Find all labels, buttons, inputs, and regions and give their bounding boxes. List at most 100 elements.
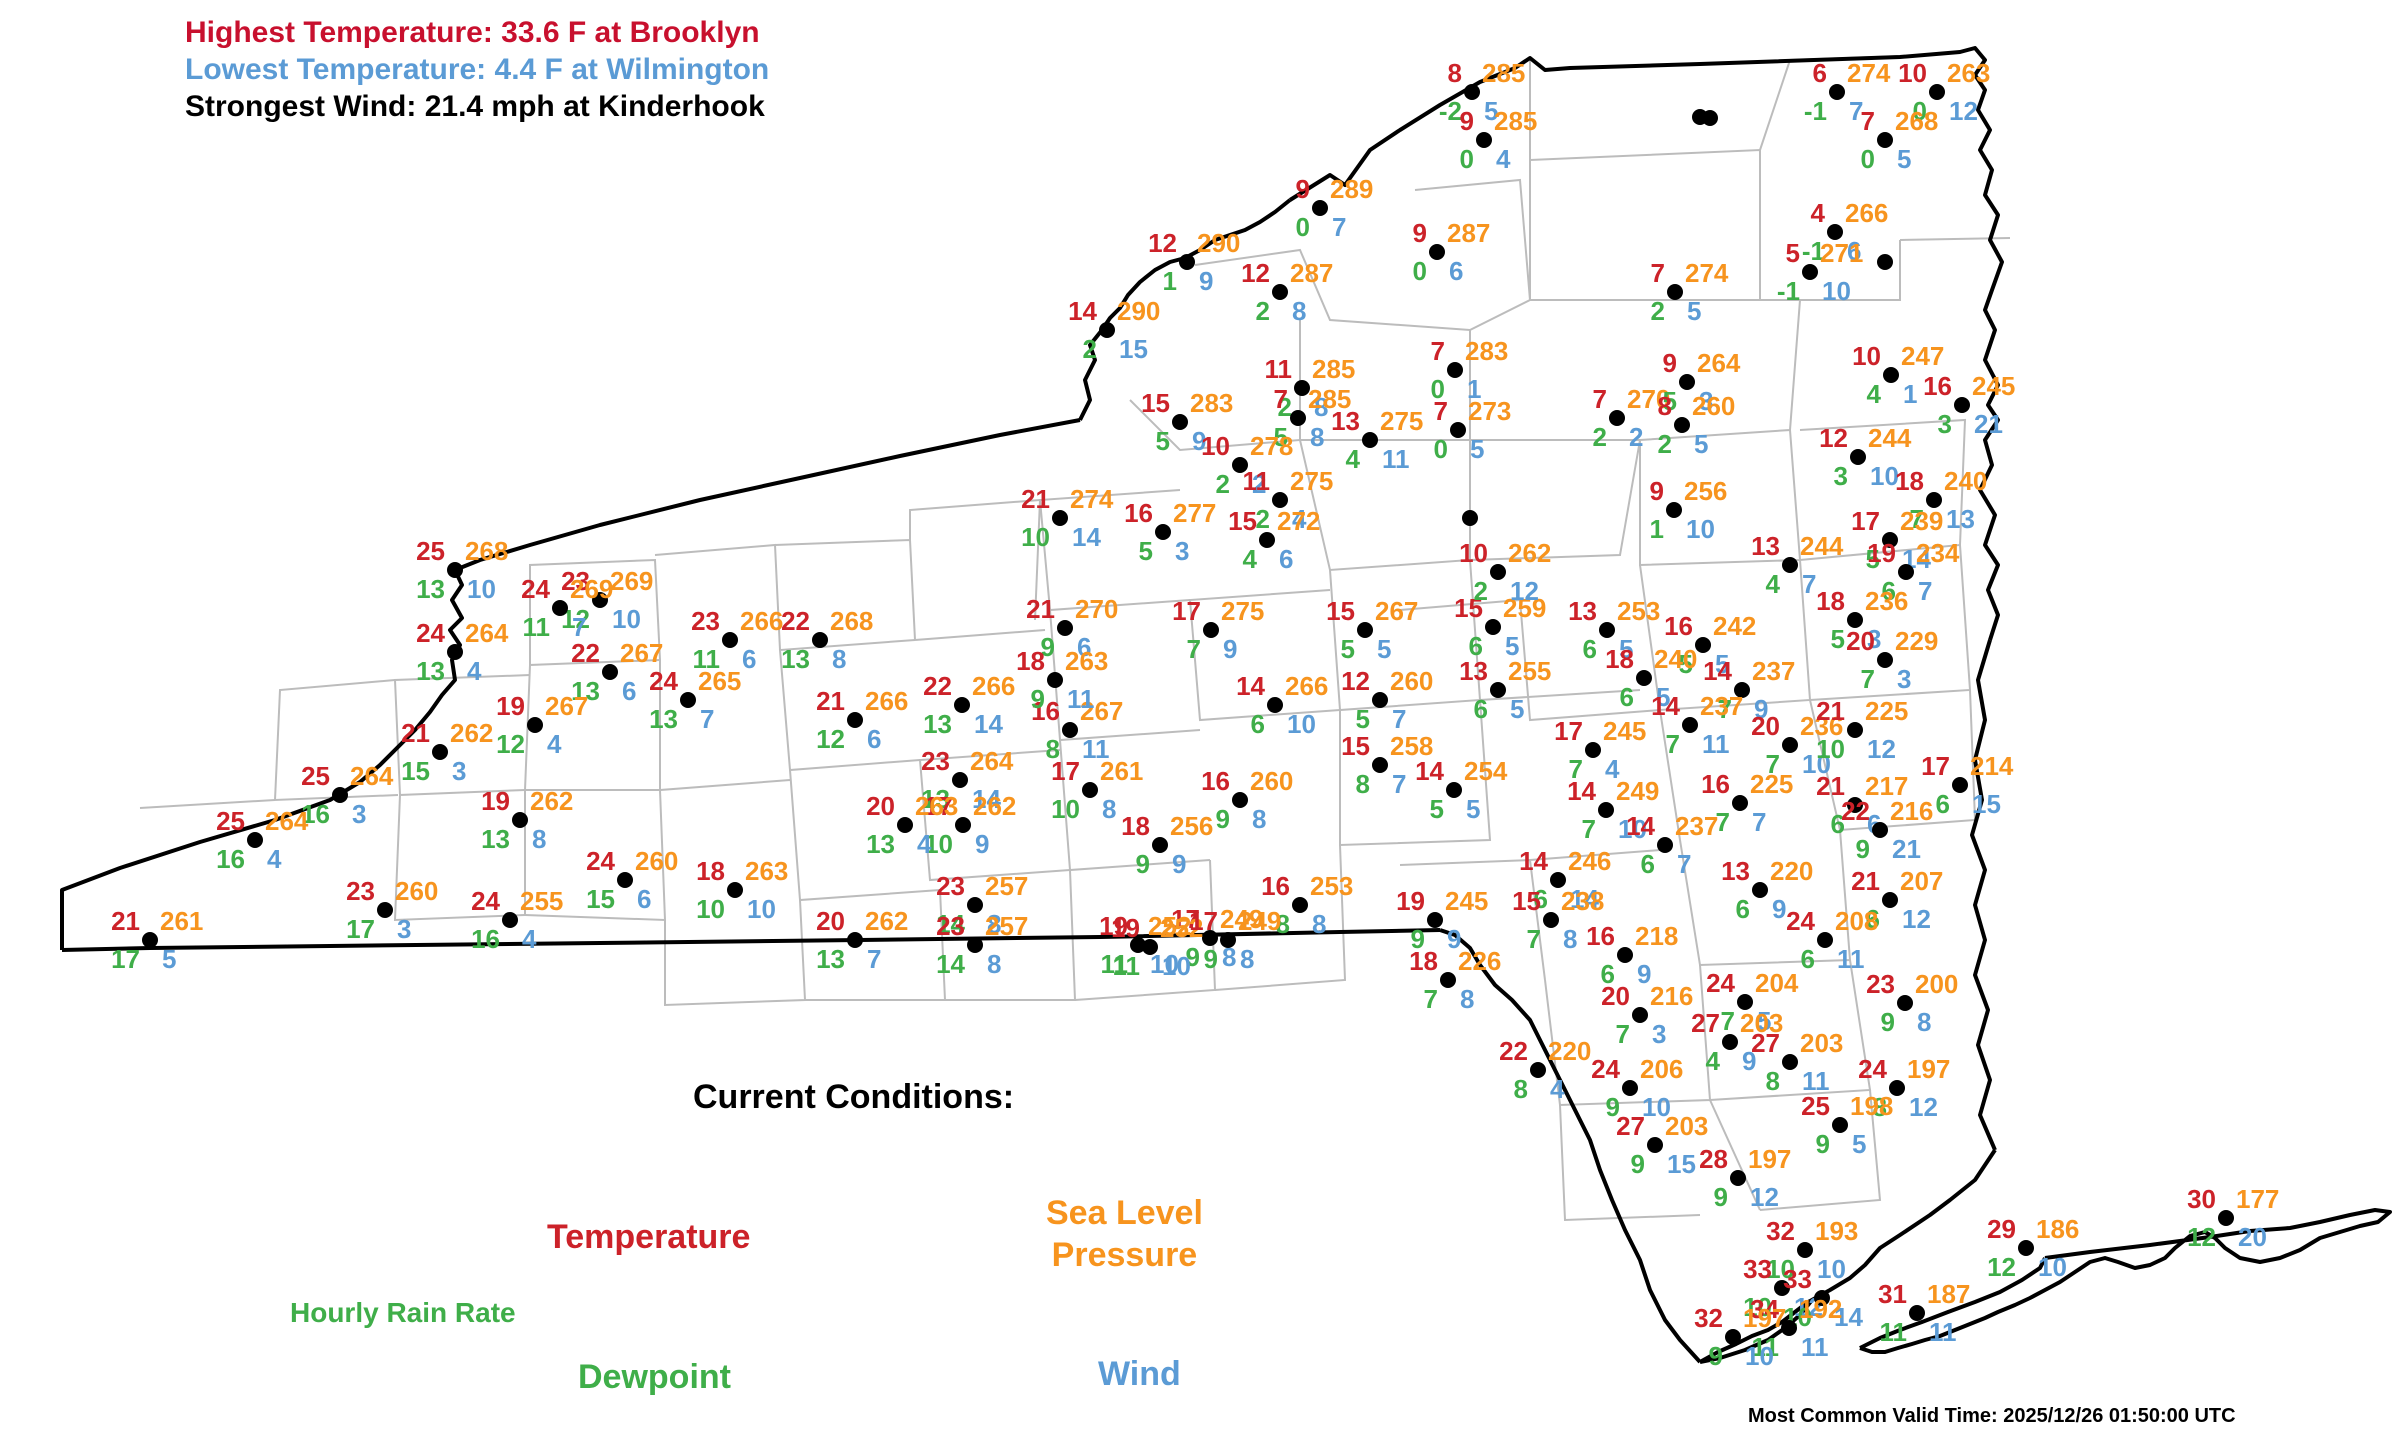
station-dewpoint: -1 [1803, 96, 1827, 126]
station-wind: 6 [637, 884, 652, 914]
station-dewpoint: 7 [1526, 924, 1541, 954]
station-dot-icon [1909, 1305, 1925, 1321]
station-dot-icon [1585, 742, 1601, 758]
station-pressure: 216 [1650, 981, 1694, 1011]
station-pressure: 262 [973, 791, 1017, 821]
station-dot-icon [1850, 449, 1866, 465]
station-wind: 7 [1332, 212, 1347, 242]
legend-rain-rate-label: Hourly Rain Rate [290, 1297, 516, 1328]
station-pressure: 225 [1865, 696, 1909, 726]
station-dewpoint: 11 [1100, 949, 1129, 979]
station-pressure: 220 [1548, 1036, 1592, 1066]
station-wind: 10 [1802, 749, 1831, 779]
station-pressure: 256 [1170, 811, 1214, 841]
station-dewpoint: 12 [1987, 1252, 2016, 1282]
station-temperature: 12 [1241, 258, 1270, 288]
station-temperature: 13 [1751, 531, 1780, 561]
station-wind: 20 [2238, 1222, 2267, 1252]
station-dewpoint: 11 [522, 612, 551, 642]
station-dewpoint: 13 [571, 676, 600, 706]
station-temperature: 14 [1068, 296, 1097, 326]
station-wind: 5 [1897, 144, 1912, 174]
station-dewpoint: 9 [1855, 834, 1870, 864]
station-temperature: 18 [696, 856, 725, 886]
station-pressure: 220 [1770, 856, 1814, 886]
station-temperature: 14 [1519, 846, 1548, 876]
station-dot-icon [1774, 1280, 1790, 1296]
valid-time-footer: Most Common Valid Time: 2025/12/26 01:50… [1748, 1405, 2236, 1427]
station-pressure: 266 [1285, 671, 1329, 701]
station-dot-icon [1203, 622, 1219, 638]
station-pressure: 278 [1250, 431, 1294, 461]
station-dewpoint: 17 [111, 944, 140, 974]
station-temperature: 10 [1201, 431, 1230, 461]
station-dewpoint: 2 [1473, 576, 1488, 606]
station-temperature: 19 [1111, 913, 1140, 943]
station-dewpoint: 8 [1513, 1074, 1528, 1104]
station-wind: 9 [1447, 924, 1462, 954]
station-pressure: 270 [1627, 384, 1671, 414]
station-dewpoint: 14 [936, 909, 965, 939]
station-temperature: 15 [1341, 731, 1370, 761]
station-wind: 14 [1570, 884, 1599, 914]
station-temperature: 24 [1786, 906, 1815, 936]
station-dot-icon [2218, 1210, 2234, 1226]
station-wind: 9 [1742, 1046, 1757, 1076]
station-dewpoint: 0 [1459, 144, 1474, 174]
station-dewpoint: 3 [1833, 461, 1848, 491]
station-dewpoint: 9 [1203, 944, 1218, 974]
station-wind: 8 [1102, 794, 1117, 824]
station-dewpoint: 7 [1568, 754, 1583, 784]
station-wind: 11 [1082, 734, 1110, 764]
station-pressure: 244 [1800, 531, 1844, 561]
station-dot-icon [247, 832, 263, 848]
station-dewpoint: 4 [1705, 1046, 1720, 1076]
station-dewpoint: 2 [1082, 334, 1097, 364]
station-dewpoint: 7 [1720, 1006, 1735, 1036]
station-temperature: 21 [111, 906, 140, 936]
station-dot-icon [142, 932, 158, 948]
station-pressure: 273 [1468, 396, 1512, 426]
station-temperature: 17 [1189, 906, 1218, 936]
station-dot-icon [1817, 932, 1833, 948]
station-temperature: 20 [866, 791, 895, 821]
station-wind: 9 [975, 829, 990, 859]
station-temperature: 23 [936, 871, 965, 901]
station-temperature: 17 [1051, 756, 1080, 786]
station-wind: 7 [1677, 849, 1692, 879]
station-temperature: 21 [816, 686, 845, 716]
station-dot-icon [1889, 1080, 1905, 1096]
station-wind: 12 [1867, 734, 1896, 764]
station-dot-icon [1062, 722, 1078, 738]
station-wind: 5 [162, 944, 177, 974]
station-pressure: 253 [1617, 596, 1661, 626]
station-dewpoint: 5 [1830, 624, 1845, 654]
station-wind: 5 [1687, 296, 1702, 326]
station-dewpoint: 13 [866, 829, 895, 859]
station-wind: 4 [267, 844, 282, 874]
station-dewpoint: 13 [649, 704, 678, 734]
station-dewpoint: 6 [1865, 904, 1880, 934]
station-pressure: 263 [915, 791, 959, 821]
station-dot-icon [1829, 84, 1845, 100]
station-wind: 15 [1119, 334, 1148, 364]
station-wind: 11 [1801, 1332, 1829, 1362]
station-dot-icon [1832, 1117, 1848, 1133]
station-dewpoint: 9 [1880, 1007, 1895, 1037]
station-pressure: 226 [1458, 946, 1502, 976]
station-dot-icon [1362, 432, 1378, 448]
station-wind: 21 [1892, 834, 1921, 864]
station-dewpoint: 7 [1186, 634, 1201, 664]
station-dot-icon [1440, 972, 1456, 988]
station-dewpoint: 8 [1765, 1066, 1780, 1096]
station-dot-icon [1877, 132, 1893, 148]
station-pressure: 260 [395, 876, 439, 906]
station-temperature: 16 [1124, 498, 1153, 528]
station-wind: 10 [1150, 949, 1179, 979]
station-wind: 13 [1946, 504, 1975, 534]
station-pressure: 270 [1075, 594, 1119, 624]
station-temperature: 31 [1878, 1279, 1907, 1309]
station-dot-icon [1462, 510, 1478, 526]
station-temperature: 9 [1459, 106, 1474, 136]
station-dot-icon [1954, 397, 1970, 413]
